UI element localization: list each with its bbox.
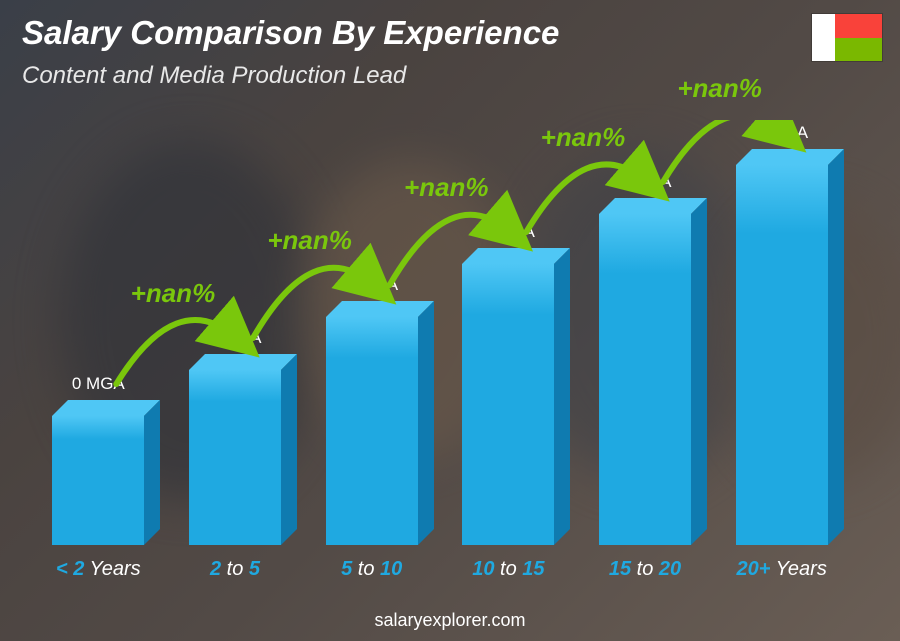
chart-title: Salary Comparison By Experience bbox=[22, 14, 559, 52]
bar-wrap: 0 MGA bbox=[30, 120, 167, 545]
bar-value-label: 0 MGA bbox=[345, 275, 398, 295]
flag-red-stripe bbox=[835, 14, 882, 38]
bar-front bbox=[736, 165, 828, 545]
x-label: 10 to 15 bbox=[440, 558, 577, 581]
bar-side bbox=[144, 400, 160, 545]
bar-value-label: 0 MGA bbox=[482, 222, 535, 242]
x-labels-container: < 2 Years2 to 55 to 1010 to 1515 to 2020… bbox=[30, 558, 850, 581]
bar: 0 MGA bbox=[326, 317, 418, 545]
bar: 0 MGA bbox=[736, 165, 828, 545]
bar-wrap: 0 MGA bbox=[440, 120, 577, 545]
bar-front bbox=[599, 214, 691, 545]
flag-stripes bbox=[835, 14, 882, 61]
bar-wrap: 0 MGA bbox=[577, 120, 714, 545]
x-label: 20+ Years bbox=[713, 558, 850, 581]
bar-front bbox=[52, 416, 144, 545]
bar-value-label: 0 MGA bbox=[72, 374, 125, 394]
bar-side bbox=[828, 149, 844, 545]
x-label: 5 to 10 bbox=[303, 558, 440, 581]
bar-side bbox=[418, 301, 434, 545]
bar-top bbox=[52, 400, 160, 416]
bar: 0 MGA bbox=[599, 214, 691, 545]
bar: 0 MGA bbox=[52, 416, 144, 545]
bar-top bbox=[326, 301, 434, 317]
bar-front bbox=[189, 370, 281, 545]
bar-wrap: 0 MGA bbox=[303, 120, 440, 545]
x-label: 2 to 5 bbox=[167, 558, 304, 581]
delta-label: +nan% bbox=[677, 73, 762, 104]
bars-container: 0 MGA 0 MGA 0 MGA 0 MGA 0 MGA 0 MGA bbox=[30, 120, 850, 545]
footer-credit: salaryexplorer.com bbox=[0, 610, 900, 631]
bar-value-label: 0 MGA bbox=[755, 123, 808, 143]
x-label: < 2 Years bbox=[30, 558, 167, 581]
chart-area: 0 MGA 0 MGA 0 MGA 0 MGA 0 MGA 0 MGA < 2 Years… bbox=[30, 120, 850, 581]
bar-wrap: 0 MGA bbox=[713, 120, 850, 545]
bar: 0 MGA bbox=[462, 264, 554, 545]
chart-subtitle: Content and Media Production Lead bbox=[22, 62, 406, 90]
stage: Salary Comparison By Experience Content … bbox=[0, 0, 900, 641]
bar-wrap: 0 MGA bbox=[167, 120, 304, 545]
bar-top bbox=[599, 198, 707, 214]
bar-value-label: 0 MGA bbox=[619, 172, 672, 192]
bar-front bbox=[462, 264, 554, 545]
flag-icon bbox=[812, 14, 882, 61]
bar-side bbox=[691, 198, 707, 545]
bar-front bbox=[326, 317, 418, 545]
x-label: 15 to 20 bbox=[577, 558, 714, 581]
bar: 0 MGA bbox=[189, 370, 281, 545]
bar-side bbox=[281, 354, 297, 545]
flag-green-stripe bbox=[835, 38, 882, 62]
bar-top bbox=[189, 354, 297, 370]
bar-value-label: 0 MGA bbox=[209, 328, 262, 348]
bar-top bbox=[462, 248, 570, 264]
flag-white-stripe bbox=[812, 14, 835, 61]
bar-side bbox=[554, 248, 570, 545]
bar-top bbox=[736, 149, 844, 165]
